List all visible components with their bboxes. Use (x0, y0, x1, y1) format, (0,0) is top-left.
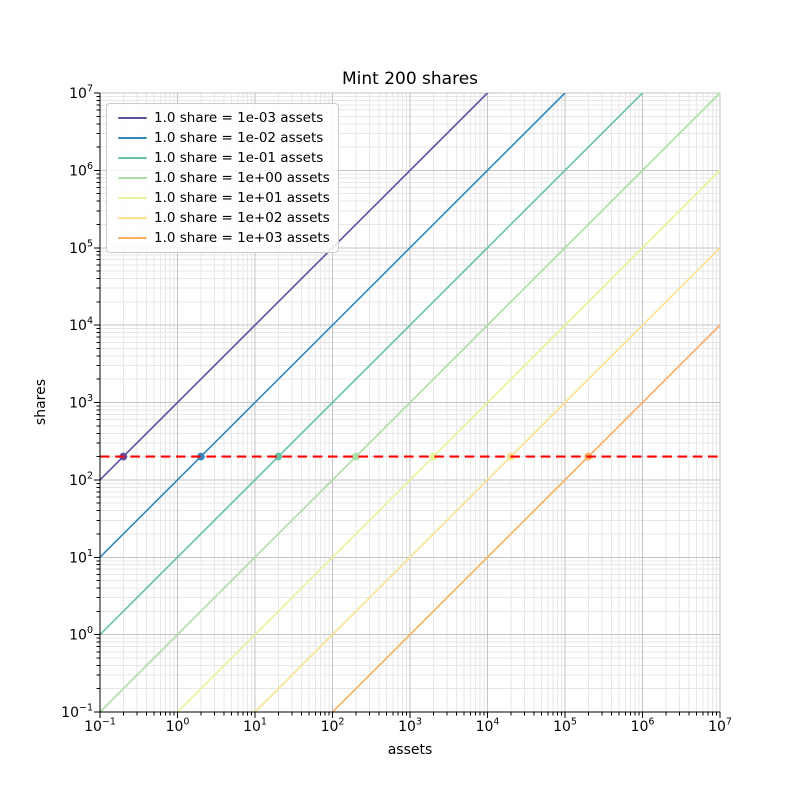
series-line (331, 323, 720, 712)
x-tick-labels: 10−1 100 101 102 103 104 105 106 107 (84, 717, 732, 736)
legend-label: 1.0 share = 1e-02 assets (154, 130, 324, 146)
y-tick-label: 102 (69, 470, 93, 489)
x-tick-label: 105 (553, 717, 577, 736)
mint-marker (429, 452, 438, 461)
legend-label: 1.0 share = 1e+03 assets (154, 230, 330, 246)
y-tick-labels: 10−1 100 101 102 103 104 105 106 107 (61, 84, 93, 722)
x-tick-label: 103 (398, 717, 422, 736)
y-tick-label: 101 (69, 548, 93, 567)
legend-item: 1.0 share = 1e+01 assets (118, 190, 330, 206)
series-lines (100, 93, 720, 712)
x-tick-label: 104 (476, 717, 500, 736)
y-tick-label: 104 (69, 316, 93, 335)
chart-title: Mint 200 shares (341, 69, 479, 89)
series-line (100, 93, 720, 712)
x-tick-label: 100 (166, 717, 190, 736)
legend-line-sample (118, 197, 147, 199)
legend-item: 1.0 share = 1e+00 assets (118, 170, 330, 186)
mint-marker (196, 452, 205, 461)
legend-line-sample (118, 137, 147, 139)
mint-marker (351, 452, 360, 461)
legend-label: 1.0 share = 1e-03 assets (154, 110, 324, 126)
x-tick-label: 10−1 (84, 717, 116, 736)
legend-label: 1.0 share = 1e+00 assets (154, 170, 330, 186)
legend-line-sample (118, 237, 147, 239)
y-tick-label: 10−1 (61, 703, 93, 722)
legend-line-sample (118, 217, 147, 219)
x-tick-label: 101 (243, 717, 267, 736)
legend: 1.0 share = 1e-03 assets 1.0 share = 1e-0… (106, 103, 339, 253)
series-line (100, 93, 567, 559)
legend-label: 1.0 share = 1e-01 assets (154, 150, 324, 166)
legend-item: 1.0 share = 1e-01 assets (118, 150, 330, 166)
legend-item: 1.0 share = 1e+03 assets (118, 230, 330, 246)
legend-label: 1.0 share = 1e+01 assets (154, 190, 330, 206)
y-tick-label: 103 (69, 393, 93, 412)
legend-label: 1.0 share = 1e+02 assets (154, 210, 330, 226)
series-line (100, 93, 644, 636)
y-axis-label: shares (33, 378, 49, 426)
legend-item: 1.0 share = 1e-03 assets (118, 110, 330, 126)
mint-markers (119, 452, 593, 461)
x-axis-label: assets (387, 742, 433, 758)
y-tick-label: 105 (69, 238, 93, 257)
axis-ticks (94, 92, 721, 718)
series-line (253, 246, 720, 712)
y-tick-label: 100 (69, 625, 93, 644)
legend-item: 1.0 share = 1e+02 assets (118, 210, 330, 226)
legend-line-sample (118, 117, 147, 119)
legend-line-sample (118, 177, 147, 179)
x-tick-label: 102 (321, 717, 345, 736)
x-tick-label: 107 (708, 717, 732, 736)
y-tick-label: 106 (69, 161, 93, 180)
series-line (100, 93, 489, 482)
mint-marker (274, 452, 283, 461)
legend-item: 1.0 share = 1e-02 assets (118, 130, 330, 146)
y-tick-label: 107 (69, 84, 93, 103)
legend-line-sample (118, 157, 147, 159)
series-line (176, 169, 720, 712)
x-tick-label: 106 (631, 717, 655, 736)
